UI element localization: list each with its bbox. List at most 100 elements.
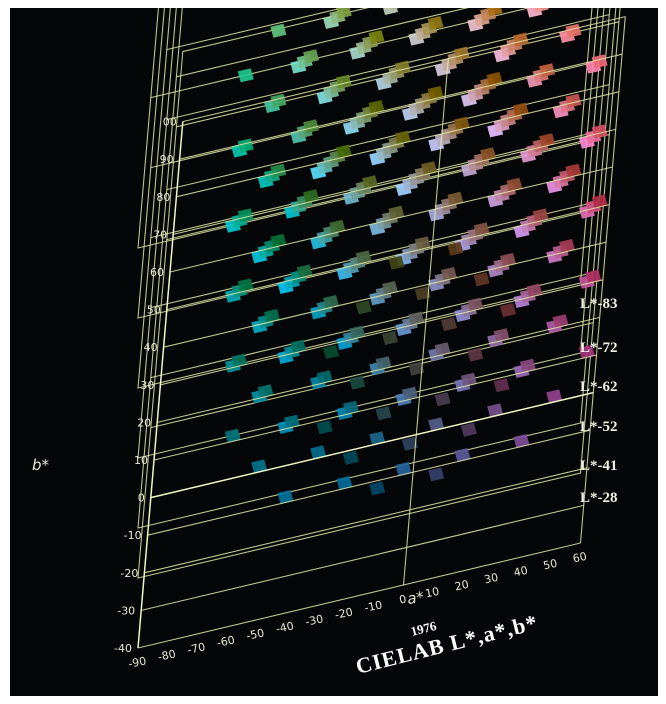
- a-tick-label: -60: [216, 633, 236, 649]
- a-tick-label: 0: [398, 592, 408, 606]
- color-swatch: [342, 450, 359, 465]
- a-tick-label: 50: [542, 557, 558, 573]
- b-axis-label: b*: [32, 456, 50, 474]
- color-swatch: [336, 476, 353, 490]
- color-swatch: [447, 191, 464, 206]
- color-swatch: [270, 23, 287, 38]
- color-swatch: [303, 189, 320, 204]
- color-swatch: [500, 303, 516, 317]
- base-grid-line: [144, 467, 588, 574]
- plane-label: L*-52: [580, 419, 618, 435]
- base-grid-line: [150, 391, 594, 499]
- a-tick-label: -30: [304, 612, 324, 628]
- base-grid-line: [176, 91, 620, 198]
- color-swatch: [453, 46, 470, 61]
- color-swatch: [303, 49, 320, 64]
- color-swatch: [237, 68, 254, 83]
- color-swatch: [565, 163, 582, 178]
- color-swatch: [362, 175, 379, 190]
- plane-label: L*-83: [580, 296, 618, 312]
- color-swatch: [428, 417, 445, 432]
- color-swatch: [500, 253, 516, 267]
- color-swatch: [335, 8, 352, 19]
- base-grid-line: [179, 53, 623, 160]
- color-swatch: [487, 8, 503, 16]
- color-swatch: [335, 144, 352, 159]
- lightness-plane: [137, 8, 599, 319]
- color-swatch: [493, 378, 510, 393]
- a-tick-label: 20: [454, 578, 470, 594]
- color-swatch: [368, 30, 385, 44]
- color-swatch: [539, 63, 556, 78]
- b-tick-label: -30: [117, 604, 135, 617]
- base-grid-line: [163, 241, 607, 348]
- plane-grid-line: [150, 8, 531, 99]
- color-swatch: [512, 32, 529, 47]
- color-swatch: [534, 8, 549, 13]
- plane-label: L*-28: [580, 490, 618, 506]
- b-tick-label: 40: [144, 341, 158, 354]
- base-grid-line: [147, 429, 591, 536]
- color-swatch: [408, 311, 425, 326]
- color-swatch: [506, 177, 523, 192]
- color-swatch: [355, 300, 372, 315]
- color-swatch: [382, 281, 398, 295]
- a-axis-ticks-group: -90 -80 -70 -60 -50 -40 -30 -20 -10 0 10 20 30 40 50 60: [127, 550, 588, 671]
- color-swatch: [323, 295, 339, 309]
- color-swatch: [382, 331, 398, 345]
- color-swatch: [454, 448, 471, 462]
- color-swatch: [473, 272, 490, 287]
- a-tick-label: 60: [572, 550, 588, 566]
- color-swatch: [251, 459, 268, 474]
- color-swatch: [388, 205, 405, 220]
- color-swatch: [349, 325, 366, 340]
- plane-label: L*-72: [580, 340, 618, 356]
- a-tick-label: 10: [424, 585, 440, 601]
- base-grid-line: [157, 316, 600, 423]
- color-swatch: [270, 163, 287, 178]
- a-tick-label: -90: [127, 654, 147, 670]
- color-swatch: [519, 358, 536, 373]
- a-axis-label: a*: [406, 588, 426, 608]
- color-swatch: [414, 236, 431, 251]
- color-swatch: [532, 208, 549, 223]
- lightness-plane: [137, 8, 605, 389]
- color-swatch: [591, 194, 608, 209]
- color-swatch: [257, 384, 274, 399]
- color-swatch: [467, 347, 484, 362]
- color-swatch: [323, 345, 339, 359]
- color-swatch: [565, 93, 582, 108]
- color-swatch: [559, 239, 575, 253]
- color-swatch: [427, 16, 444, 30]
- color-swatch: [460, 422, 477, 437]
- b-tick-label: 60: [150, 266, 164, 279]
- lightness-plane: [137, 8, 611, 459]
- color-swatch: [264, 309, 280, 323]
- a-tick-label: -10: [363, 598, 383, 614]
- color-swatch: [565, 23, 582, 38]
- color-swatch: [369, 431, 386, 446]
- base-grid-line: [182, 16, 626, 123]
- color-swatch: [329, 219, 346, 234]
- a-zero-line: [402, 58, 449, 586]
- color-swatch: [578, 344, 595, 359]
- color-swatch: [224, 428, 241, 443]
- plane-grid-line: [150, 322, 594, 429]
- color-swatch: [335, 74, 352, 89]
- color-swatch: [512, 102, 529, 117]
- base-grid-line: [169, 166, 613, 273]
- color-swatch: [486, 72, 503, 86]
- b-axis-ticks-group: -40 -30 -20 -10 0 10 20 30 40 50 60 70 80 90 00: [114, 116, 177, 655]
- b-tick-label: 00: [163, 116, 177, 129]
- color-swatch: [421, 161, 438, 176]
- a-tick-label: -80: [157, 647, 177, 663]
- color-swatch: [414, 286, 431, 301]
- color-swatch: [277, 490, 294, 504]
- base-grid-line: [153, 354, 597, 461]
- color-swatch: [552, 314, 569, 329]
- year-text: 1976: [409, 618, 438, 639]
- plane-grid-line: [176, 8, 469, 78]
- color-swatch: [434, 342, 451, 357]
- color-swatch: [591, 54, 608, 69]
- color-swatch: [487, 403, 504, 418]
